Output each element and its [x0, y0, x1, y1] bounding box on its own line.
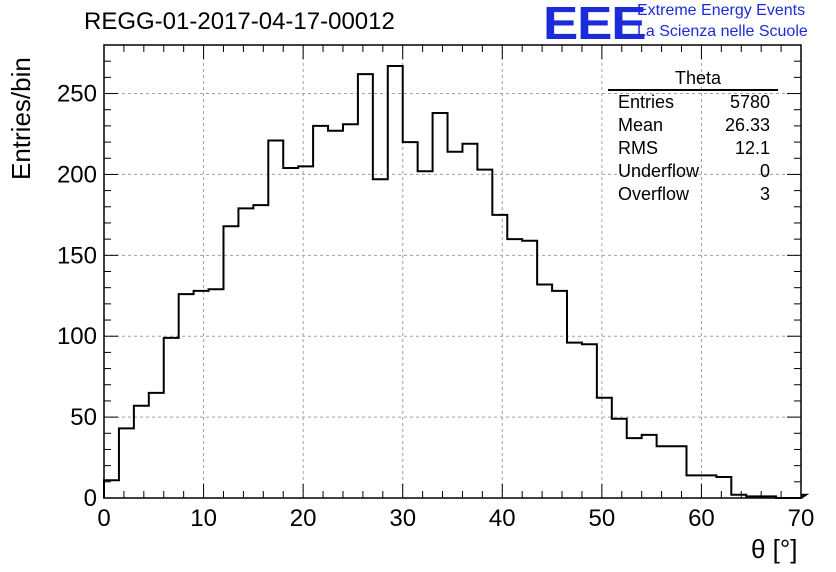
x-tick-label: 0 — [97, 505, 110, 532]
stats-box-title: Theta — [608, 68, 778, 91]
stats-row-rms: RMS 12.1 — [608, 137, 778, 160]
stats-value: 12.1 — [734, 138, 770, 158]
stats-value: 3 — [759, 184, 770, 204]
x-tick-label: 10 — [190, 505, 217, 532]
y-tick-label: 250 — [57, 81, 97, 108]
stats-box: Theta Entries 5780 Mean 26.33 RMS 12.1 U… — [608, 68, 778, 206]
x-axis-label: θ [°] — [751, 534, 798, 564]
stats-label: Overflow — [618, 184, 690, 204]
stats-value: 0 — [759, 161, 770, 181]
y-axis-label: Entries/bin — [6, 57, 36, 180]
x-tick-label: 30 — [389, 505, 416, 532]
y-tick-label: 150 — [57, 242, 97, 269]
x-tick-label: 40 — [489, 505, 516, 532]
stats-row-underflow: Underflow 0 — [608, 160, 778, 183]
x-tick-label: 70 — [788, 505, 815, 532]
stats-row-mean: Mean 26.33 — [608, 114, 778, 137]
y-tick-label: 200 — [57, 161, 97, 188]
stats-row-entries: Entries 5780 — [608, 91, 778, 114]
stats-label: Mean — [618, 115, 664, 135]
y-tick-label: 100 — [57, 323, 97, 350]
x-tick-label: 60 — [688, 505, 715, 532]
stats-label: RMS — [618, 138, 658, 158]
x-tick-label: 20 — [290, 505, 317, 532]
x-tick-label: 50 — [589, 505, 616, 532]
logo-line-2: La Scienza nelle Scuole — [637, 23, 808, 40]
stats-row-overflow: Overflow 3 — [608, 183, 778, 206]
eee-logo: EEE — [543, 0, 647, 49]
y-tick-label: 0 — [84, 485, 97, 512]
stats-label: Entries — [618, 92, 675, 112]
y-tick-label: 50 — [70, 404, 97, 431]
plot-title: REGG-01-2017-04-17-00012 — [84, 8, 395, 35]
stats-value: 26.33 — [724, 115, 770, 135]
stats-label: Underflow — [618, 161, 700, 181]
stats-value: 5780 — [729, 92, 770, 112]
logo-line-1: Extreme Energy Events — [637, 2, 806, 19]
histogram-series — [103, 65, 810, 499]
